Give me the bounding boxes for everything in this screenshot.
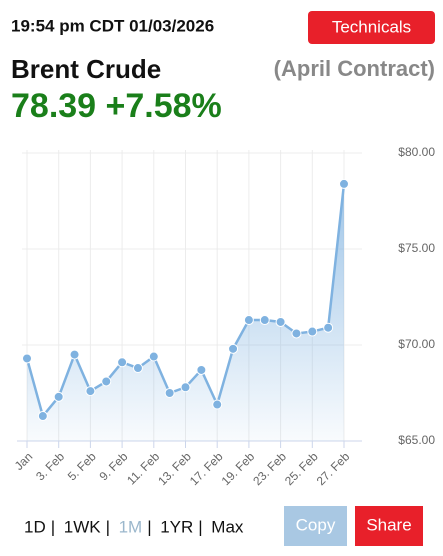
- x-tick-label: 19. Feb: [219, 449, 258, 488]
- x-tick-label: Jan: [12, 449, 36, 473]
- x-tick-label: 17. Feb: [187, 449, 226, 488]
- x-tick-label: 13. Feb: [155, 449, 194, 488]
- point: [22, 353, 32, 364]
- copy-label[interactable]: Copy: [296, 515, 336, 534]
- y-tick-label: $75.00: [398, 241, 435, 255]
- y-tick-label: $65.00: [398, 433, 435, 447]
- range-option[interactable]: 1YR: [160, 517, 193, 536]
- y-tick-label: $70.00: [398, 337, 435, 351]
- technicals-label[interactable]: Technicals: [332, 17, 411, 36]
- x-tick-label: 25. Feb: [282, 449, 321, 488]
- point: [307, 326, 318, 337]
- x-tick-label: 3. Feb: [33, 449, 67, 483]
- point: [243, 315, 254, 326]
- x-tick-label: 5. Feb: [65, 449, 99, 483]
- range-option[interactable]: 1D: [24, 517, 46, 536]
- share-label[interactable]: Share: [366, 515, 411, 534]
- point: [37, 411, 48, 422]
- point: [212, 399, 223, 410]
- point: [132, 363, 143, 374]
- point: [85, 386, 96, 397]
- separator: |: [51, 517, 55, 536]
- point: [117, 357, 128, 368]
- point: [196, 364, 207, 375]
- timestamp: 19:54 pm CDT 01/03/2026: [11, 16, 214, 35]
- range-option[interactable]: Max: [211, 517, 244, 536]
- x-tick-label: 11. Feb: [124, 449, 162, 487]
- price: 78.39 +7.58%: [11, 87, 222, 125]
- copy-button[interactable]: [284, 506, 347, 546]
- point: [164, 388, 175, 398]
- point: [259, 315, 270, 326]
- share-button[interactable]: [355, 506, 423, 546]
- separator: |: [106, 517, 110, 536]
- technicals-button[interactable]: [308, 11, 435, 44]
- separator: |: [198, 517, 202, 536]
- instrument: Brent Crude: [11, 54, 161, 84]
- x-tick-label: 27. Feb: [314, 449, 353, 488]
- separator: |: [147, 517, 151, 536]
- point: [275, 316, 286, 327]
- point: [291, 328, 302, 339]
- contract: (April Contract): [274, 56, 435, 81]
- y-tick-label: $80.00: [398, 145, 435, 159]
- point: [148, 351, 159, 362]
- range-option[interactable]: 1WK: [64, 517, 102, 536]
- area-fill: [27, 183, 344, 442]
- point: [228, 343, 239, 354]
- x-tick-label: 23. Feb: [250, 449, 289, 488]
- footer: 1D | 1WK | 1M | 1YR | Max: [24, 517, 244, 536]
- point: [69, 349, 80, 360]
- point: [180, 382, 191, 393]
- point: [53, 391, 64, 402]
- point: [101, 376, 112, 387]
- point: [323, 322, 334, 333]
- range-option[interactable]: 1M: [119, 517, 143, 536]
- point: [339, 178, 349, 189]
